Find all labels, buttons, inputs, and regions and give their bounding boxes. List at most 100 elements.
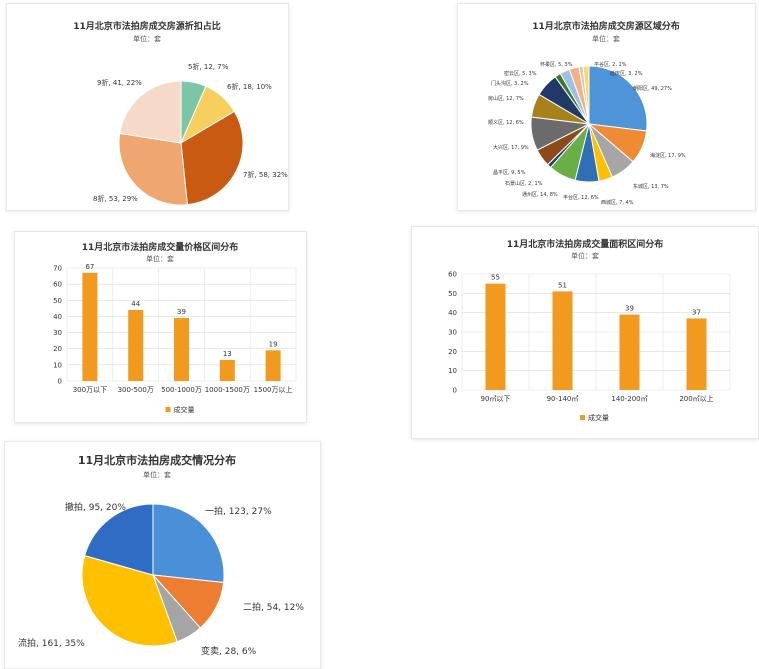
y-tick-label: 50 [53,297,62,305]
slice-data-label: 延庆区, 3, 2% [610,70,643,77]
bar-4 [686,318,707,390]
chart-subtitle: 单位：套 [146,254,174,263]
bar-value-label: 37 [692,308,701,316]
chart-title: 11月北京市法拍房成交情况分布 [78,453,236,467]
x-tick-label: 90-140㎡ [547,395,579,403]
slice-data-label: 撤拍, 95, 20% [65,501,126,513]
bar-value-label: 51 [558,281,567,289]
legend-label: 成交量 [588,413,609,422]
district-pie-chart: 11月北京市法拍房成交房源区域分布 单位：套 朝阳区, 49, 27% 海淀区, … [488,20,686,206]
chart-panel-discount: 11月北京市法拍房成交房源折扣占比 单位：套 5折, 12, 7% 6折, 18,… [6,3,289,211]
legend-label: 成交量 [174,405,195,414]
y-tick-label: 30 [448,329,457,337]
y-tick-label: 20 [53,345,62,353]
slice-data-label: 丰台区, 12, 6% [563,194,599,201]
x-tick-label: 300万以下 [73,386,107,394]
slice-data-label: 8折, 53, 29% [93,194,138,203]
y-tick-label: 0 [453,387,457,395]
chart-title: 11月北京市法拍房成交量价格区间分布 [82,241,239,253]
bar-5 [265,350,281,381]
x-tick-label: 1000-1500万 [205,386,250,394]
chart-subtitle: 单位：套 [571,251,599,260]
slice-data-label: 怀柔区, 5, 3% [540,61,573,68]
slice-data-label: 9折, 41, 22% [97,78,142,87]
chart-subtitle: 单位：套 [592,34,620,43]
slice-data-label: 变卖, 28, 6% [201,645,257,657]
bar-value-label: 39 [177,308,186,316]
slice-data-label: 朝阳区, 49, 27% [633,85,672,92]
slice-data-label: 二拍, 54, 12% [243,601,304,613]
bar-value-label: 67 [85,263,94,271]
slice-data-label: 昌平区, 9, 5% [493,170,526,176]
slice-data-label: 门头沟区, 3, 2% [491,80,529,87]
discount-pie-chart: 11月北京市法拍房成交房源折扣占比 单位：套 5折, 12, 7% 6折, 18,… [73,20,288,206]
bar-1 [485,283,506,390]
x-tick-label: 200㎡以上 [679,394,713,403]
bar-1 [82,272,98,381]
slice-data-label: 7折, 58, 32% [243,170,288,179]
pie-slice-1 [588,65,648,132]
bar-value-label: 44 [131,300,140,308]
slice-data-label: 东城区, 13, 7% [633,183,669,190]
slice-data-label: 流拍, 161, 35% [18,637,85,649]
y-tick-label: 50 [448,290,457,298]
x-tick-label: 140-200㎡ [611,395,647,403]
bar-3 [174,318,189,381]
bar-value-label: 55 [491,274,500,282]
chart-panel-price: 11月北京市法拍房成交量价格区间分布 单位：套 0 10 20 30 40 50 60 70 6… [14,231,307,423]
legend-swatch [580,415,585,420]
y-tick-label: 60 [53,281,62,289]
chart-panel-auction: 11月北京市法拍房成交情况分布 单位：套 一拍, 123, 27% 二拍, 54,… [4,441,321,669]
slice-data-label: 大兴区, 17, 9% [493,144,529,151]
auction-status-pie-chart: 11月北京市法拍房成交情况分布 单位：套 一拍, 123, 27% 二拍, 54,… [18,453,304,657]
chart-panel-district: 11月北京市法拍房成交房源区域分布 单位：套 朝阳区, 49, 27% 海淀区, … [457,3,756,211]
area-bar-chart: 11月北京市法拍房成交量面积区间分布 单位：套 0 10 20 30 40 50 60 55 9… [448,238,731,422]
x-tick-label: 300-500万 [118,386,154,394]
pie-slice-5 [84,503,154,576]
pie-slice-4 [118,132,188,206]
legend-swatch [165,407,171,412]
y-tick-label: 70 [53,265,62,273]
chart-title: 11月北京市法拍房成交房源区域分布 [532,20,680,32]
bar-2 [552,291,573,390]
x-tick-label: 90㎡以下 [481,395,511,403]
chart-subtitle: 单位：套 [133,34,161,43]
chart-subtitle: 单位：套 [143,470,171,479]
y-tick-label: 10 [448,367,457,375]
pie-slice-4 [81,555,178,647]
slice-data-label: 西城区, 7, 4% [601,199,634,206]
y-tick-label: 0 [58,378,62,386]
y-tick-label: 40 [448,309,457,317]
chart-title: 11月北京市法拍房成交量面积区间分布 [507,238,664,250]
slice-data-label: 平谷区, 2, 1% [594,61,627,68]
pie-slice-1 [152,503,225,584]
slice-data-label: 海淀区, 17, 9% [650,152,686,159]
pie-slice-5 [119,80,182,144]
slice-data-label: 房山区, 12, 7% [488,95,524,102]
bar-4 [219,360,235,381]
price-bar-chart: 11月北京市法拍房成交量价格区间分布 单位：套 0 10 20 30 40 50 60 70 6… [53,241,297,414]
slice-data-label: 顺义区, 12, 6% [488,120,524,126]
pie-slice-16 [582,65,590,125]
x-tick-label: 1500万以上 [254,385,293,394]
slice-data-label: 一拍, 123, 27% [205,505,272,517]
bar-value-label: 13 [223,350,232,358]
x-tick-label: 500-1000万 [161,386,202,394]
pie-slice-3 [180,110,244,206]
y-tick-label: 20 [448,348,457,356]
slice-data-label: 密云区, 5, 3% [504,70,537,77]
y-tick-label: 30 [53,329,62,337]
slice-data-label: 通州区, 14, 8% [522,191,558,198]
chart-title: 11月北京市法拍房成交房源折扣占比 [73,20,221,32]
slice-data-label: 6折, 18, 10% [227,82,272,91]
bar-value-label: 19 [269,340,278,348]
bar-2 [128,309,144,381]
slice-data-label: 5折, 12, 7% [188,62,229,71]
y-tick-label: 40 [53,313,62,321]
y-tick-label: 60 [448,271,457,279]
bar-value-label: 39 [625,305,634,313]
bar-3 [619,314,640,390]
slice-data-label: 石景山区, 2, 1% [505,180,543,187]
y-tick-label: 10 [53,361,62,369]
chart-panel-area: 11月北京市法拍房成交量面积区间分布 单位：套 0 10 20 30 40 50 60 55 9… [411,226,759,439]
